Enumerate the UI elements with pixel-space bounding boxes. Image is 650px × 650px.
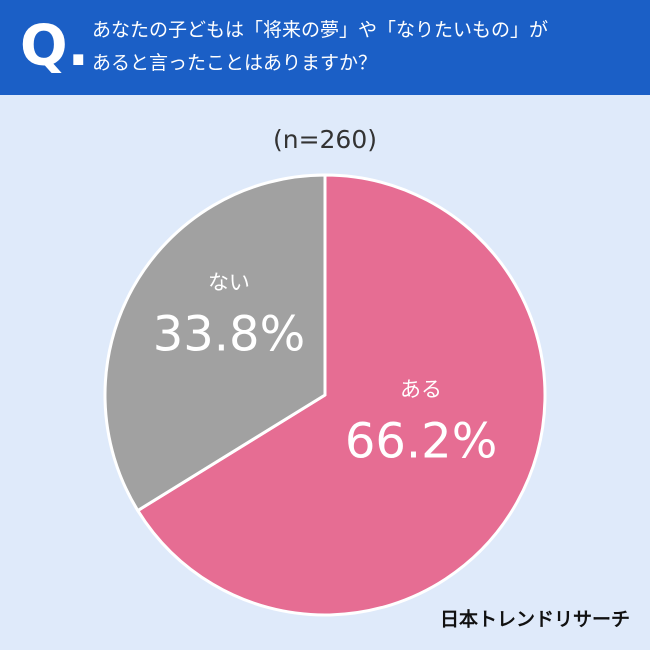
chart-title: あなたの子どもは「将来の夢」や「なりたいもの」が あると言ったことはありますか？ xyxy=(92,14,548,80)
title-line: あると言ったことはありますか？ xyxy=(92,52,378,74)
subtitle: (n=260) xyxy=(273,125,377,154)
labels: ある 66.2% ない 33.8% xyxy=(153,270,498,469)
title-line: あなたの子どもは「将来の夢」や「なりたいもの」が xyxy=(92,19,549,41)
category-label: ある xyxy=(400,378,442,402)
header: Q. あなたの子どもは「将来の夢」や「なりたいもの」が あると言ったことはありま… xyxy=(0,0,650,95)
pie-slice xyxy=(136,173,547,617)
source: 日本トレンドリサーチ xyxy=(440,608,630,631)
pie-slice xyxy=(103,173,327,513)
q-mark: Q. xyxy=(20,14,89,79)
value-label: 33.8% xyxy=(153,306,305,362)
category-label: ない xyxy=(208,270,250,294)
pie xyxy=(103,173,547,617)
value-label: 66.2% xyxy=(345,414,497,470)
